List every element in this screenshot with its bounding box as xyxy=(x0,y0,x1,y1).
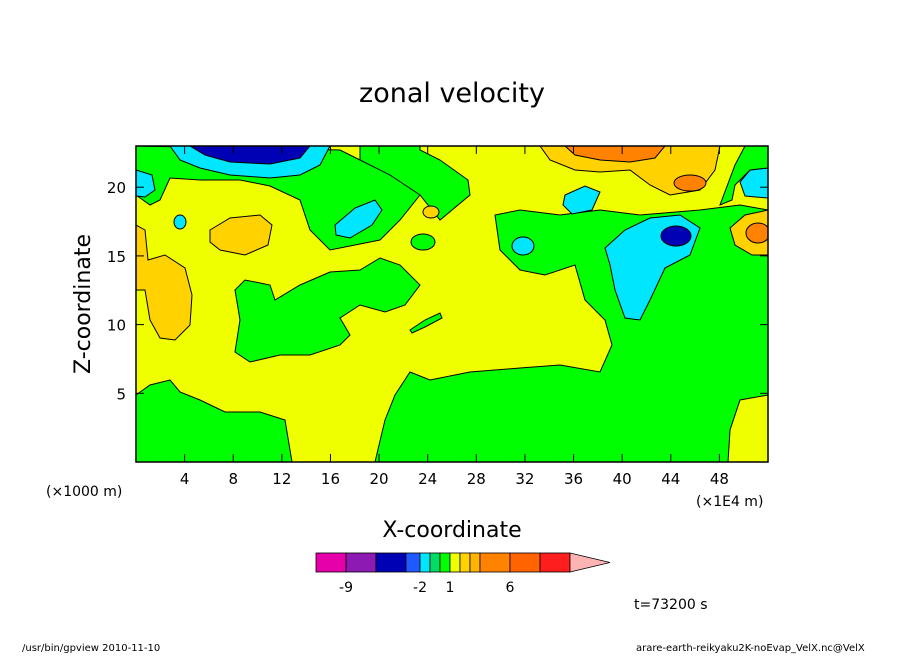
x-tick-label: 16 xyxy=(321,470,340,488)
region-blue-x44 xyxy=(660,225,692,247)
region-orange-x24 xyxy=(422,205,440,219)
colorbar-cell xyxy=(509,552,541,573)
region-green-mid xyxy=(234,257,421,363)
footer-right: arare-earth-reikyaku2K-noEvap_VelX.nc@Ve… xyxy=(636,643,865,654)
region-blue-top-left xyxy=(189,146,311,165)
region-green-sliver xyxy=(409,312,443,334)
colorbar-cell xyxy=(345,552,377,573)
region-darkorange-top-right xyxy=(564,146,666,163)
colorbar-cell xyxy=(405,552,421,573)
y-tick-label: 15 xyxy=(107,248,126,266)
colorbar-ticks: -9 -2 1 6 xyxy=(339,580,515,596)
chart-title: zonal velocity xyxy=(359,78,545,109)
region-green-lower-right xyxy=(374,204,768,462)
colorbar-tick-label: -2 xyxy=(413,580,427,596)
x-tick-label: 4 xyxy=(180,470,190,488)
x-tick-label: 44 xyxy=(661,470,680,488)
x-tick-label: 32 xyxy=(515,470,534,488)
x-tick-label: 12 xyxy=(272,470,291,488)
region-green-right-top xyxy=(719,146,768,206)
y-tick-label: 20 xyxy=(107,179,126,197)
colorbar-cell xyxy=(419,552,431,573)
colorbar-cell xyxy=(469,552,481,573)
x-unit-right: (×1E4 m) xyxy=(696,494,763,510)
footer-left: /usr/bin/gpview 2010-11-10 xyxy=(22,643,160,654)
region-cyan-mid xyxy=(334,199,383,239)
colorbar-cell xyxy=(375,552,407,573)
x-tick-label: 40 xyxy=(613,470,632,488)
region-orange-left-strip xyxy=(136,224,193,341)
x-tick-label: 28 xyxy=(467,470,486,488)
region-cyan-small-left xyxy=(173,214,187,230)
colorbar-cell xyxy=(539,552,571,573)
x-tick-label: 8 xyxy=(228,470,238,488)
plot-frame xyxy=(135,145,769,463)
y-tick-label: 5 xyxy=(116,385,126,403)
region-orange-x44-z20 xyxy=(673,174,707,192)
x-tick-label: 36 xyxy=(564,470,583,488)
region-orange-x8 xyxy=(209,214,273,256)
y-tick-label: 10 xyxy=(107,317,126,335)
colorbar-cell xyxy=(315,552,347,573)
x-axis-ticks: 4 8 12 16 20 24 28 32 36 40 44 48 xyxy=(180,146,729,488)
colorbar-tick-label: 1 xyxy=(446,580,455,596)
colorbar xyxy=(315,552,611,573)
colorbar-cell xyxy=(429,552,441,573)
colorbar-cell xyxy=(459,552,471,573)
time-label: t=73200 s xyxy=(634,597,708,613)
x-tick-label: 48 xyxy=(710,470,729,488)
region-darkorange-right-edge xyxy=(745,222,768,244)
region-green-lower-left xyxy=(136,379,293,462)
x-unit-left: (×1000 m) xyxy=(46,484,122,500)
x-tick-label: 24 xyxy=(418,470,437,488)
region-cyan-x32 xyxy=(511,236,535,256)
colorbar-cell xyxy=(449,552,461,573)
region-cyan-x37 xyxy=(562,185,601,215)
plot-area xyxy=(136,146,768,462)
colorbar-arrow xyxy=(569,552,611,573)
x-axis-label: X-coordinate xyxy=(382,518,521,543)
x-tick-label: 20 xyxy=(370,470,389,488)
region-cyan-left-edge xyxy=(136,169,156,198)
y-axis-label: Z-coordinate xyxy=(71,234,96,374)
colorbar-cell xyxy=(479,552,511,573)
y-axis-ticks: 5 10 15 20 xyxy=(107,179,768,403)
region-green-x24 xyxy=(410,233,436,251)
colorbar-tick-label: 6 xyxy=(506,580,515,596)
colorbar-tick-label: -9 xyxy=(339,580,353,596)
colorbar-cell xyxy=(439,552,451,573)
